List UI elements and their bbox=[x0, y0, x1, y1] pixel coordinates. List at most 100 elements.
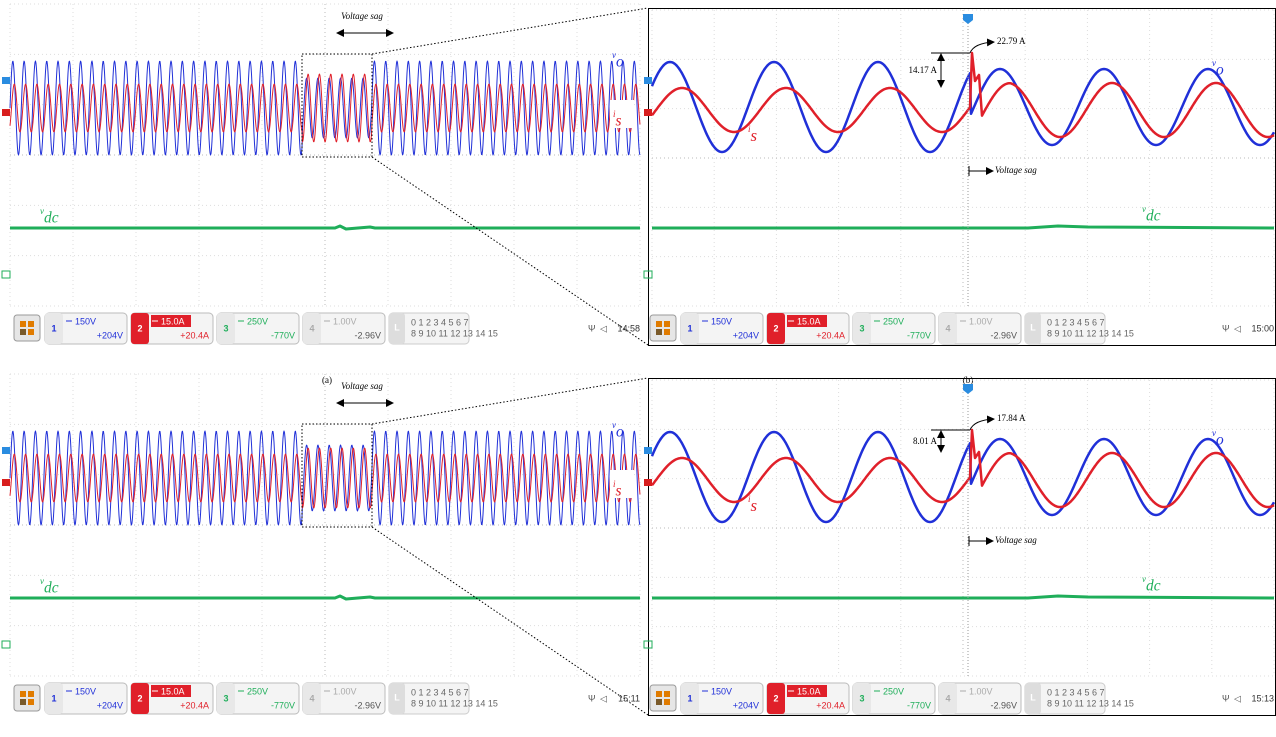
channel-scale: 1.00V bbox=[969, 316, 993, 326]
channel-scale: 250V bbox=[247, 686, 268, 696]
signal-label: vo bbox=[612, 50, 624, 70]
usb-icon: Ψ bbox=[588, 323, 596, 333]
logic-bits: 8 9 10 11 12 13 14 15 bbox=[1047, 698, 1134, 708]
logic-bits: 8 9 10 11 12 13 14 15 bbox=[411, 698, 498, 708]
channel-number: 2 bbox=[773, 323, 778, 333]
channel-offset: -2.96V bbox=[990, 330, 1017, 340]
menu-icon bbox=[28, 329, 34, 335]
channel-number: 1 bbox=[687, 323, 692, 333]
usb-icon: Ψ bbox=[1222, 693, 1230, 703]
menu-button bbox=[650, 685, 676, 711]
channel-number: 1 bbox=[51, 693, 56, 703]
signal-label: vdc bbox=[1142, 204, 1161, 224]
logic-label: L bbox=[1030, 322, 1036, 332]
signal-sub: o bbox=[616, 53, 624, 70]
channel-scale: 1.00V bbox=[969, 686, 993, 696]
menu-icon bbox=[656, 321, 662, 327]
channel-scale: 250V bbox=[883, 316, 904, 326]
channel-number: 3 bbox=[859, 693, 864, 703]
channel-scale: 15.0A bbox=[161, 686, 185, 696]
signal-label: is bbox=[748, 494, 758, 515]
ch2-marker bbox=[644, 109, 652, 116]
channel-offset: +204V bbox=[97, 330, 123, 340]
speaker-icon: ◁ bbox=[1234, 693, 1241, 703]
menu-icon bbox=[656, 691, 662, 697]
channel-number: 2 bbox=[137, 693, 142, 703]
peak-arrow bbox=[970, 419, 994, 430]
signal-sub: s bbox=[616, 112, 622, 129]
ch3-marker bbox=[2, 271, 10, 278]
speaker-icon: ◁ bbox=[1234, 323, 1241, 333]
menu-icon bbox=[664, 691, 670, 697]
zoom-line bbox=[372, 8, 648, 54]
menu-button bbox=[650, 315, 676, 341]
caption: (a) bbox=[322, 375, 332, 385]
signal-label: vo bbox=[1212, 58, 1224, 78]
channel-scale: 15.0A bbox=[161, 316, 185, 326]
signal-label: vdc bbox=[40, 206, 59, 226]
logic-bits: 0 1 2 3 4 5 6 7 bbox=[411, 687, 469, 697]
menu-icon bbox=[28, 691, 34, 697]
channel-scale: 1.00V bbox=[333, 686, 357, 696]
menu-icon bbox=[20, 699, 26, 705]
channel-offset: +20.4A bbox=[816, 330, 845, 340]
channel-number: 3 bbox=[859, 323, 864, 333]
channel-number: 1 bbox=[687, 693, 692, 703]
panel-border bbox=[649, 9, 1276, 346]
signal-sub: dc bbox=[44, 209, 59, 226]
channel-scale: 15.0A bbox=[797, 316, 821, 326]
channel-number: 4 bbox=[945, 323, 950, 333]
ch2-marker bbox=[2, 109, 10, 116]
menu-icon bbox=[656, 699, 662, 705]
ch3-marker bbox=[2, 641, 10, 648]
logic-bits: 0 1 2 3 4 5 6 7 bbox=[1047, 687, 1105, 697]
channel-offset: +204V bbox=[733, 700, 759, 710]
channel-offset: -770V bbox=[271, 330, 295, 340]
speaker-icon: ◁ bbox=[600, 323, 607, 333]
channel-offset: -2.96V bbox=[354, 700, 381, 710]
channel-scale: 150V bbox=[711, 686, 732, 696]
menu-button bbox=[14, 315, 40, 341]
rise-label: 8.01 A bbox=[913, 436, 938, 446]
sag-label: Voltage sag bbox=[995, 165, 1037, 175]
speaker-icon: ◁ bbox=[600, 693, 607, 703]
signal-sub: o bbox=[616, 423, 624, 440]
logic-bits: 0 1 2 3 4 5 6 7 bbox=[411, 317, 469, 327]
logic-bits: 8 9 10 11 12 13 14 15 bbox=[411, 328, 498, 338]
clock-time: 14:58 bbox=[617, 323, 640, 333]
channel-offset: -770V bbox=[271, 700, 295, 710]
channel-scale: 15.0A bbox=[797, 686, 821, 696]
channel-number: 4 bbox=[945, 693, 950, 703]
menu-icon bbox=[656, 329, 662, 335]
clock-time: 15:11 bbox=[618, 693, 640, 703]
channel-number: 2 bbox=[137, 323, 142, 333]
signal-label: vo bbox=[612, 420, 624, 440]
channel-number: 3 bbox=[223, 323, 228, 333]
channel-offset: +204V bbox=[97, 700, 123, 710]
signal-sub: dc bbox=[44, 579, 59, 596]
channel-scale: 1.00V bbox=[333, 316, 357, 326]
menu-icon bbox=[20, 329, 26, 335]
logic-label: L bbox=[1030, 692, 1036, 702]
signal-sub: s bbox=[751, 126, 758, 145]
signal-sub: o bbox=[1216, 61, 1224, 78]
sag-label: Voltage sag bbox=[995, 535, 1037, 545]
panel: 8.01 A17.84 AVoltage sagvoisvdc1150V+204… bbox=[644, 379, 1276, 737]
channel-scale: 250V bbox=[247, 316, 268, 326]
channel-scale: 150V bbox=[75, 686, 96, 696]
peak-label: 22.79 A bbox=[997, 36, 1026, 46]
signal-label: vo bbox=[1212, 428, 1224, 448]
sag-label: Voltage sag bbox=[341, 11, 383, 21]
peak-arrow bbox=[970, 42, 994, 53]
menu-icon bbox=[664, 321, 670, 327]
channel-scale: 150V bbox=[711, 316, 732, 326]
channel-number: 4 bbox=[309, 323, 314, 333]
signal-sub: s bbox=[616, 482, 622, 499]
clock-time: 15:00 bbox=[1251, 323, 1274, 333]
menu-button bbox=[14, 685, 40, 711]
channel-number: 4 bbox=[309, 693, 314, 703]
sag-label: Voltage sag bbox=[341, 381, 383, 391]
panel-border bbox=[649, 379, 1276, 716]
rise-label: 14.17 A bbox=[908, 65, 937, 75]
peak-label: 17.84 A bbox=[997, 413, 1026, 423]
